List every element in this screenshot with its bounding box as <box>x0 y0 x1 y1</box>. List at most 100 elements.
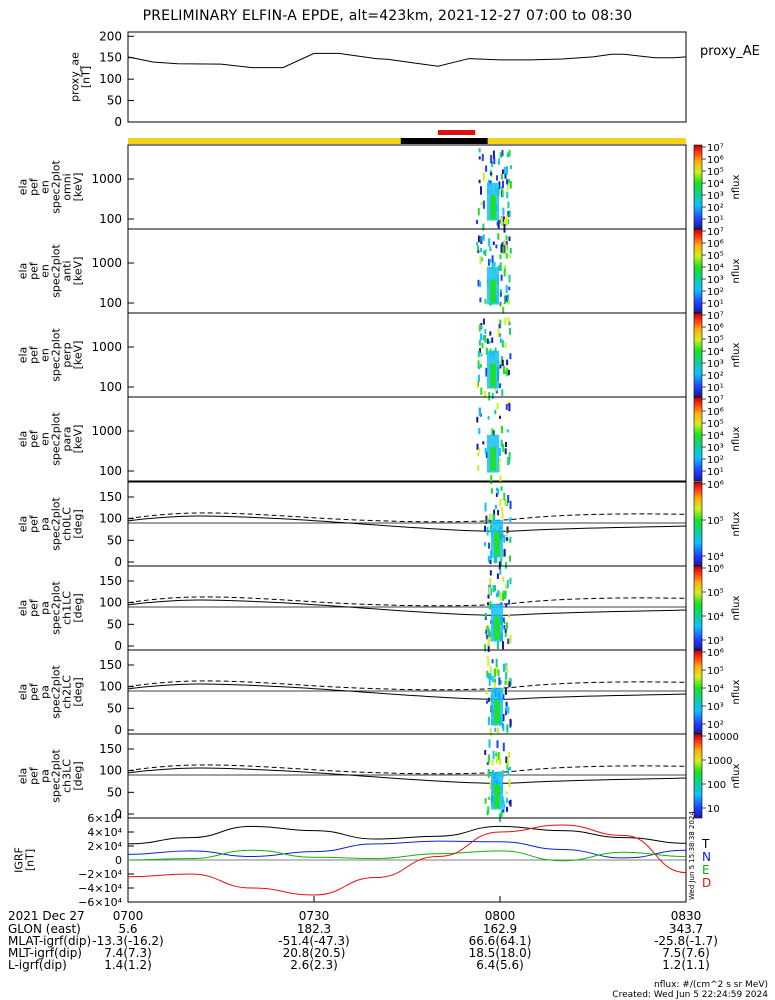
spectrogram-pixel <box>509 165 512 170</box>
igrf-ylabel: IGRF[nT] <box>13 847 37 873</box>
igrf-ylabel-line: [nT] <box>24 849 37 871</box>
pitch-spectrogram-3 <box>484 739 512 822</box>
spectrogram-pixel <box>499 569 502 575</box>
spectrogram-pixel <box>505 537 508 541</box>
anti-loss-cone-line <box>127 596 687 607</box>
spectrogram-pixel <box>494 678 496 684</box>
pitch-ylabel-2-line: spec2plot <box>50 665 63 719</box>
pitch-ytick-label: 150 <box>99 742 122 756</box>
spectrogram-pixel <box>508 800 511 805</box>
spectrogram-pixel <box>492 150 495 160</box>
spectrogram-pixel <box>486 338 489 344</box>
spectrogram-pixel <box>502 641 504 650</box>
energy-3-cbar-label: 10¹ <box>707 467 724 478</box>
ephemeris-value: 20.8(20.5) <box>283 946 346 960</box>
spectrogram-pixel <box>482 204 485 209</box>
spectrogram-pixel <box>505 701 508 707</box>
spectrogram-pixel <box>492 513 495 520</box>
energy-spectrogram-frame <box>127 312 687 398</box>
spectrogram-pixel <box>484 525 486 532</box>
spectrogram-pixel <box>480 353 483 357</box>
pitch-ylabel-0-line: ela <box>17 516 30 533</box>
spectrogram-pixel <box>506 183 509 191</box>
pitch-ytick-label: 0 <box>114 555 122 569</box>
spectrogram-pixel <box>506 368 509 377</box>
energy-spectrogram-frame <box>127 396 687 482</box>
spectrogram-pixel <box>501 174 503 180</box>
spectrogram-pixel <box>489 666 492 675</box>
energy-spectrogram-frame <box>127 144 687 230</box>
spectrogram-pixel <box>491 255 494 264</box>
pitch-ylabel-1-line: pa <box>39 601 52 615</box>
spectrogram-pixel <box>498 677 501 686</box>
spectrogram-pixel <box>503 803 506 809</box>
spectrogram-pixel <box>491 488 493 494</box>
energy-2-cbar-label: 10⁶ <box>707 323 724 334</box>
spectrogram-pixel <box>504 448 507 455</box>
pitch-ylabel-2-line: ch2LC <box>61 675 74 709</box>
energy-2-cbar-title: nflux <box>731 342 742 367</box>
spectrogram-pixel <box>505 797 508 803</box>
igrf-series-E <box>127 849 687 862</box>
spectrogram-pixel <box>504 590 507 600</box>
energy-0-cbar-label: 10¹ <box>707 215 724 226</box>
pitch-1-cbar-label: 10⁶ <box>707 564 724 575</box>
energy-0-cbar-label: 10⁶ <box>707 155 724 166</box>
ephemeris-label: L-igrf(dip) <box>8 958 67 972</box>
science-zone-bar <box>438 130 476 135</box>
spectrogram-pixel <box>496 640 499 649</box>
spectrogram-pixel <box>502 692 505 700</box>
energy-1-cbar-label: 10³ <box>707 275 724 286</box>
spectrogram-pixel <box>505 244 508 252</box>
energy-spectrogram-1 <box>476 233 512 314</box>
spectrogram-peak <box>494 532 500 556</box>
spectrogram-pixel <box>502 221 505 226</box>
spectrogram-pixel <box>495 665 498 674</box>
spectrogram-pixel <box>480 247 483 252</box>
spectrogram-pixel <box>478 324 481 332</box>
spectrogram-pixel <box>487 416 490 420</box>
spectrogram-pixel <box>508 274 511 283</box>
spectrogram-pixel <box>499 254 502 260</box>
spectrogram-pixel <box>486 625 489 631</box>
spectrogram-pixel <box>488 238 491 247</box>
spectrogram-pixel <box>486 655 489 659</box>
spectrogram-pixel <box>498 324 501 329</box>
spectrogram-pixel <box>484 615 487 620</box>
spectrogram-pixel <box>479 364 482 368</box>
spectrogram-pixel <box>500 810 503 817</box>
energy-1-colorbar <box>693 228 703 314</box>
pitch-spectrogram-1 <box>484 569 512 652</box>
spectrogram-pixel <box>484 750 487 755</box>
spectrogram-peak <box>494 784 500 808</box>
spectrogram-pixel <box>503 663 505 672</box>
spectrogram-pixel <box>502 742 505 752</box>
spectrogram-pixel <box>508 150 511 157</box>
spectrogram-pixel <box>499 289 502 293</box>
spectrogram-pixel <box>506 679 509 686</box>
spectrogram-pixel <box>487 637 490 647</box>
spectrogram-pixel <box>508 452 511 460</box>
spectrogram-pixel <box>496 402 499 410</box>
spectrogram-pixel <box>498 457 501 464</box>
energy-2-cbar-label: 10² <box>707 371 724 382</box>
spectrogram-pixel <box>497 509 500 516</box>
spectrogram-pixel <box>484 249 487 257</box>
spectrogram-pixel <box>482 200 485 207</box>
ephemeris-value: 7.4(7.3) <box>104 946 152 960</box>
spectrogram-pixel <box>482 334 485 341</box>
ephemeris-value: 7.5(7.6) <box>662 946 710 960</box>
spectrogram-pixel <box>477 245 480 253</box>
spectrogram-pixel <box>500 217 503 226</box>
ephemeris-value: 6.4(5.6) <box>476 958 524 972</box>
energy-3-cbar-title: nflux <box>731 426 742 451</box>
pitch-ytick-label: 50 <box>107 617 122 631</box>
spectrogram-pixel <box>489 259 492 263</box>
energy-ylabel-2-line: ela <box>17 347 30 364</box>
energy-ytick-label: 100 <box>99 296 122 310</box>
spectrogram-pixel <box>497 669 500 677</box>
spectrogram-pixel <box>502 180 504 189</box>
spectrogram-pixel <box>505 295 508 302</box>
